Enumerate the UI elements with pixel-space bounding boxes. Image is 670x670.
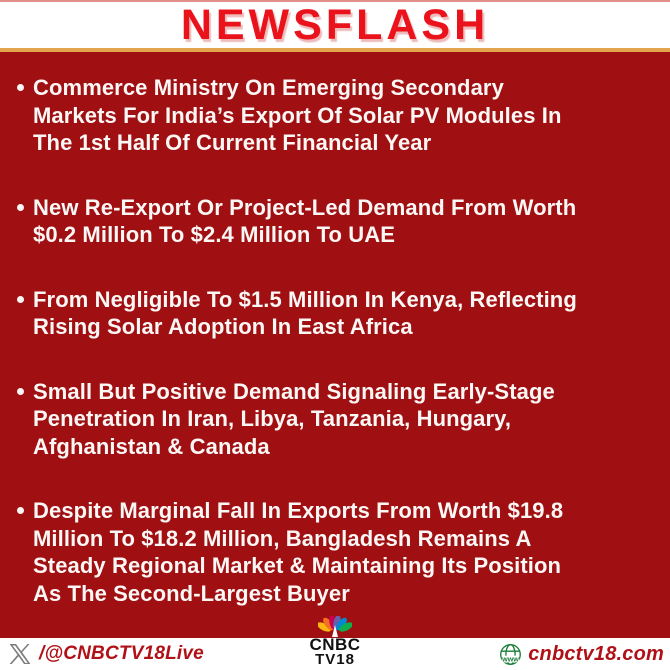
news-line: From Negligible To $1.5 Million In Kenya… bbox=[33, 286, 577, 312]
news-item: From Negligible To $1.5 Million In Kenya… bbox=[16, 286, 654, 341]
peacock-icon bbox=[318, 616, 352, 637]
news-item: Despite Marginal Fall In Exports From Wo… bbox=[16, 497, 654, 607]
tv18-logo-text: TV18 bbox=[315, 651, 355, 668]
footer-bar: /@CNBCTV18Live CNBC TV18 bbox=[0, 616, 670, 670]
news-line: Commerce Ministry On Emerging Secondary bbox=[33, 75, 504, 100]
globe-www-icon: www bbox=[500, 643, 522, 665]
news-line: $0.2 Million To $2.4 Million To UAE bbox=[33, 222, 396, 247]
cnbctv18-logo: CNBC TV18 bbox=[295, 616, 375, 667]
cnbc-logo-text: CNBC bbox=[309, 635, 361, 654]
news-item-text: Commerce Ministry On Emerging Secondary … bbox=[33, 74, 562, 157]
news-item-text: From Negligible To $1.5 Million In Kenya… bbox=[33, 286, 577, 341]
news-body: Commerce Ministry On Emerging Secondary … bbox=[0, 52, 670, 638]
news-line: Small But Positive Demand Signaling Earl… bbox=[33, 378, 555, 404]
news-line: The 1st Half Of Current Financial Year bbox=[33, 130, 432, 155]
news-item-text: Despite Marginal Fall In Exports From Wo… bbox=[33, 497, 563, 607]
website-link[interactable]: cnbctv18.com bbox=[528, 642, 664, 665]
website-group: www cnbctv18.com bbox=[499, 638, 664, 670]
news-item: Commerce Ministry On Emerging Secondary … bbox=[16, 74, 654, 157]
header-bar: NEWSFLASH bbox=[0, 2, 670, 48]
news-line: Despite Marginal Fall In Exports From Wo… bbox=[33, 498, 564, 523]
bullet-dot-icon bbox=[16, 378, 33, 461]
bullet-dot-icon bbox=[16, 194, 33, 249]
globe-www-label: www bbox=[501, 655, 519, 663]
news-line: Penetration In Iran, Libya, Tanzania, Hu… bbox=[33, 406, 512, 431]
twitter-handle[interactable]: /@CNBCTV18Live bbox=[39, 643, 204, 664]
bullet-dot-icon bbox=[16, 286, 33, 341]
x-twitter-icon bbox=[9, 644, 31, 664]
twitter-handle-group: /@CNBCTV18Live bbox=[8, 638, 204, 670]
news-item: Small But Positive Demand Signaling Earl… bbox=[16, 378, 654, 461]
news-line: Rising Solar Adoption In East Africa bbox=[33, 314, 413, 339]
news-line: New Re-Export Or Project-Led Demand From… bbox=[33, 194, 577, 220]
page-title: NEWSFLASH bbox=[180, 0, 490, 49]
news-line: Steady Regional Market & Maintaining Its… bbox=[33, 553, 562, 578]
news-line: As The Second-Largest Buyer bbox=[33, 580, 350, 606]
bullet-dot-icon bbox=[16, 497, 33, 607]
news-item: New Re-Export Or Project-Led Demand From… bbox=[16, 194, 654, 249]
news-line: Million To $18.2 Million, Bangladesh Rem… bbox=[33, 525, 532, 551]
news-item-text: New Re-Export Or Project-Led Demand From… bbox=[33, 194, 576, 249]
news-line: Markets For India’s Export Of Solar PV M… bbox=[33, 102, 562, 128]
bullet-dot-icon bbox=[16, 74, 33, 157]
news-item-text: Small But Positive Demand Signaling Earl… bbox=[33, 378, 555, 461]
news-line: Afghanistan & Canada bbox=[33, 433, 270, 459]
top-border bbox=[0, 0, 670, 2]
gold-divider bbox=[0, 48, 670, 52]
